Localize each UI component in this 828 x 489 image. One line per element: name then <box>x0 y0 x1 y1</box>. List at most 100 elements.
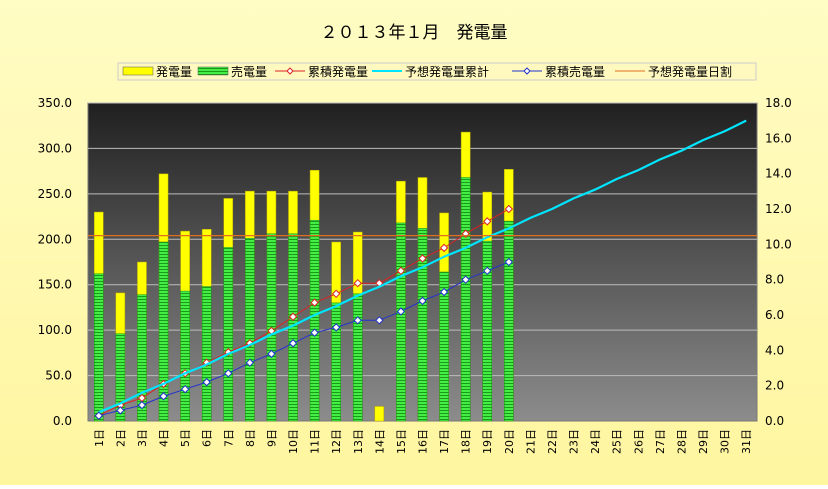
marker-累積売電量 <box>94 411 103 420</box>
y-right-tick-label: 10.0 <box>765 237 792 251</box>
y-left-tick-label: 50.0 <box>45 369 72 383</box>
x-tick-label: 31日 <box>740 429 753 454</box>
legend-label: 予想発電量日割 <box>648 64 732 79</box>
y-left-tick-label: 0.0 <box>53 414 72 428</box>
x-tick-label: 15日 <box>395 429 408 454</box>
marker-累積発電量 <box>353 278 362 288</box>
marker-累積売電量 <box>137 400 147 410</box>
legend-label: 累積売電量 <box>545 64 605 79</box>
bar-売電量 <box>245 238 255 422</box>
y-left-tick-label: 300.0 <box>38 141 72 155</box>
marker-累積売電量 <box>159 392 168 401</box>
bar-売電量 <box>482 240 493 422</box>
x-tick-label: 5日 <box>179 429 192 447</box>
x-tick-label: 14日 <box>373 429 386 454</box>
x-tick-label: 28日 <box>675 429 688 454</box>
marker-累積発電量 <box>288 312 298 321</box>
marker-累積発電量 <box>396 266 406 276</box>
legend-label: 予想発電量累計 <box>405 64 489 79</box>
legend-swatch <box>122 66 154 76</box>
bar-売電量 <box>223 247 234 422</box>
marker-累積発電量 <box>483 217 492 226</box>
bar-売電量 <box>180 290 190 422</box>
marker-累積売電量 <box>439 287 449 297</box>
bar-発電量 <box>374 406 385 422</box>
x-tick-label: 26日 <box>632 429 645 454</box>
y-left-tick-label: 150.0 <box>38 278 72 292</box>
marker-累積発電量 <box>504 204 514 214</box>
bar-売電量 <box>201 286 212 422</box>
bar-売電量 <box>439 271 449 422</box>
y-right-tick-label: 16.0 <box>765 131 792 145</box>
marker-累積発電量 <box>439 243 449 253</box>
legend: 発電量 売電量 累積発電量 予想発電量累計 累積売電量 予想発電量日割 <box>117 62 757 81</box>
y-right-tick-label: 12.0 <box>765 202 792 216</box>
x-tick-label: 29日 <box>697 429 710 454</box>
y-left-tick-label: 100.0 <box>38 323 72 337</box>
marker-累積売電量 <box>418 296 427 306</box>
legend-label: 売電量 <box>231 64 267 79</box>
marker-累積発電量 <box>418 254 427 263</box>
x-tick-label: 21日 <box>524 429 537 454</box>
x-tick-label: 3日 <box>136 429 149 447</box>
y-left-tick-label: 350.0 <box>38 96 72 110</box>
y-right-tick-label: 0.0 <box>765 414 784 428</box>
x-tick-label: 9日 <box>265 429 278 447</box>
y-left-tick-label: 250.0 <box>38 187 72 201</box>
line-累積売電量 <box>98 261 510 417</box>
x-tick-label: 18日 <box>460 429 473 454</box>
x-tick-label: 4日 <box>158 429 171 447</box>
bar-売電量 <box>460 177 471 422</box>
x-tick-label: 17日 <box>438 429 451 454</box>
legend-marker <box>286 67 294 75</box>
bar-売電量 <box>417 228 428 422</box>
y-right-tick-label: 4.0 <box>765 343 784 357</box>
x-tick-label: 11日 <box>309 429 322 454</box>
x-tick-label: 19日 <box>481 429 494 454</box>
marker-累積売電量 <box>288 339 298 348</box>
marker-累積売電量 <box>504 257 514 267</box>
bar-売電量 <box>331 302 341 422</box>
bar-売電量 <box>352 293 363 422</box>
x-tick-label: 22日 <box>546 429 559 454</box>
marker-累積売電量 <box>224 369 233 378</box>
marker-累積発電量 <box>331 289 341 299</box>
x-tick-label: 10日 <box>287 429 300 454</box>
legend-swatch <box>197 66 229 76</box>
x-tick-label: 12日 <box>330 429 343 454</box>
legend-label: 累積発電量 <box>308 64 368 79</box>
y-left-tick-label: 200.0 <box>38 232 72 246</box>
axes: 0.0 50.0 100.0 150.0 200.0 250.0 300.0 350.0 0.0… <box>38 96 792 454</box>
marker-累積売電量 <box>245 358 255 367</box>
x-tick-label: 20日 <box>503 429 516 454</box>
legend-marker <box>523 67 531 75</box>
y-right-tick-label: 2.0 <box>765 379 784 393</box>
legend-label: 発電量 <box>156 65 192 79</box>
x-tick-label: 6日 <box>201 429 214 447</box>
marker-累積売電量 <box>331 323 341 332</box>
bar-売電量 <box>504 220 514 422</box>
marker-累積売電量 <box>310 328 319 337</box>
bar-売電量 <box>115 333 126 422</box>
bar-売電量 <box>309 219 320 422</box>
marker-累積売電量 <box>396 307 406 316</box>
marker-累積発電量 <box>245 339 255 348</box>
y-right-tick-label: 14.0 <box>765 167 792 181</box>
line-予想発電量累計 <box>98 119 747 414</box>
bar-売電量 <box>94 273 104 422</box>
lines <box>88 119 757 420</box>
marker-累積売電量 <box>202 377 211 387</box>
x-tick-label: 25日 <box>611 429 624 454</box>
marker-累積発電量 <box>310 298 319 307</box>
marker-累積売電量 <box>461 275 470 284</box>
marker-累積売電量 <box>116 406 125 415</box>
bar-売電量 <box>396 222 406 422</box>
legend-box <box>117 62 757 81</box>
marker-累積売電量 <box>180 384 190 394</box>
marker-累積売電量 <box>483 266 492 276</box>
marker-累積売電量 <box>375 316 384 325</box>
x-tick-label: 27日 <box>654 429 667 454</box>
x-tick-label: 7日 <box>222 429 235 447</box>
